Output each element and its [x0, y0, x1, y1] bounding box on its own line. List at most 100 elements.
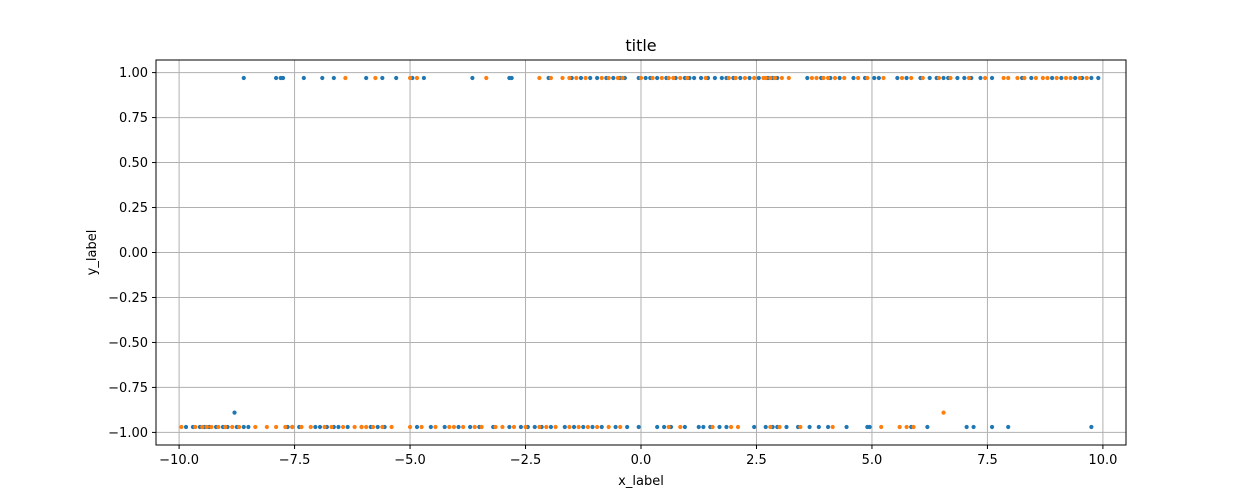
- scatter-point-series-2: [200, 424, 205, 430]
- scatter-point-series-1: [320, 75, 325, 81]
- scatter-point-series-1: [701, 424, 706, 430]
- scatter-point-series-2: [879, 424, 884, 430]
- scatter-point-series-2: [1040, 75, 1045, 81]
- scatter-point-series-2: [678, 75, 683, 81]
- grid: [156, 60, 1126, 445]
- scatter-point-series-1: [964, 424, 969, 430]
- scatter-point-series-2: [414, 75, 420, 81]
- scatter-point-series-1: [509, 75, 514, 81]
- scatter-point-series-2: [620, 75, 625, 81]
- scatter-point-series-1: [962, 75, 967, 81]
- y-tick-label: 0.75: [119, 111, 148, 126]
- scatter-point-series-2: [830, 424, 835, 430]
- scatter-point-series-1: [837, 75, 842, 81]
- scatter-point-series-2: [500, 424, 505, 430]
- scatter-point-series-2: [659, 75, 664, 81]
- scatter-point-series-1: [241, 424, 246, 430]
- scatter-point-series-2: [606, 424, 611, 430]
- scatter-point-series-1: [442, 424, 447, 430]
- scatter-point-series-2: [472, 424, 477, 430]
- y-tick-label: −0.50: [108, 336, 148, 351]
- scatter-point-series-2: [364, 424, 369, 430]
- scatter-point-series-2: [523, 424, 528, 430]
- scatter-point-series-2: [650, 75, 655, 81]
- scatter-point-series-2: [703, 75, 708, 81]
- scatter-point-series-2: [1063, 75, 1069, 81]
- scatter-point-series-1: [1029, 75, 1034, 81]
- scatter-point-series-1: [548, 424, 554, 430]
- scatter-point-series-1: [532, 424, 537, 430]
- scatter-point-series-2: [433, 424, 438, 430]
- x-tick-label: 7.5: [977, 453, 998, 468]
- scatter-point-series-2: [678, 424, 683, 430]
- scatter-point-series-2: [299, 424, 304, 430]
- scatter-point-series-1: [662, 424, 667, 430]
- scatter-point-series-2: [407, 424, 413, 430]
- scatter-point-series-1: [712, 75, 718, 81]
- scatter-point-series-2: [768, 75, 773, 81]
- scatter-point-series-1: [274, 75, 279, 81]
- scatter-point-series-1: [636, 424, 641, 430]
- scatter-point-series-2: [253, 424, 258, 430]
- scatter-point-series-1: [989, 75, 995, 81]
- scatter-point-series-2: [904, 424, 909, 430]
- scatter-point-series-2: [583, 75, 588, 81]
- scatter-point-series-1: [394, 75, 399, 81]
- scatter-point-series-2: [1084, 75, 1089, 81]
- scatter-point-series-1: [876, 75, 881, 81]
- scatter-point-series-2: [1054, 75, 1059, 81]
- scatter-point-series-2: [772, 75, 778, 81]
- x-tick-label: 0.0: [631, 453, 652, 468]
- scatter-point-series-2: [983, 75, 988, 81]
- x-tick-label: −10.0: [159, 453, 199, 468]
- scatter-point-series-1: [682, 424, 687, 430]
- scatter-point-series-2: [671, 75, 676, 81]
- scatter-point-series-2: [666, 424, 671, 430]
- scatter-point-series-2: [264, 424, 269, 430]
- scatter-point-series-1: [895, 75, 900, 81]
- scatter-point-series-1: [470, 75, 475, 81]
- scatter-point-series-2: [322, 424, 327, 430]
- scatter-point-series-1: [643, 75, 648, 81]
- scatter-point-series-1: [738, 75, 743, 81]
- x-tick-label: −7.5: [279, 453, 311, 468]
- scatter-point-series-1: [232, 410, 237, 415]
- scatter-point-series-2: [329, 424, 334, 430]
- scatter-point-series-1: [625, 424, 630, 430]
- scatter-point-series-2: [842, 75, 847, 81]
- scatter-point-series-2: [1068, 75, 1073, 81]
- scatter-point-series-2: [779, 75, 784, 81]
- scatter-point-series-1: [414, 424, 420, 430]
- scatter-point-series-1: [756, 75, 761, 81]
- scatter-point-series-2: [742, 75, 748, 81]
- scatter-point-series-1: [599, 424, 604, 430]
- scatter-point-series-1: [719, 75, 724, 81]
- scatter-point-series-1: [941, 75, 946, 81]
- scatter-point-series-1: [581, 424, 586, 430]
- scatter-point-series-2: [544, 424, 549, 430]
- scatter-point-series-1: [613, 424, 618, 430]
- scatter-point-series-2: [615, 75, 621, 81]
- scatter-point-series-2: [484, 75, 489, 81]
- scatter-point-series-1: [313, 424, 318, 430]
- scatter-point-series-2: [936, 75, 942, 81]
- scatter-point-series-2: [237, 424, 242, 430]
- scatter-point-series-2: [567, 424, 572, 430]
- scatter-point-series-1: [345, 424, 350, 430]
- scatter-point-series-1: [590, 424, 595, 430]
- scatter-point-series-1: [421, 75, 426, 81]
- scatter-point-series-1: [816, 424, 821, 430]
- y-tick-label: −0.75: [108, 381, 148, 396]
- scatter-point-series-1: [825, 424, 831, 430]
- scatter-point-series-2: [560, 75, 565, 81]
- scatter-point-series-2: [728, 424, 734, 430]
- scatter-point-series-2: [193, 424, 198, 430]
- scatter-point-series-2: [537, 424, 542, 430]
- scatter-point-series-1: [280, 75, 286, 81]
- scatter-point-series-2: [204, 424, 209, 430]
- scatter-point-series-2: [419, 424, 424, 430]
- scatter-point-series-2: [223, 424, 228, 430]
- scatter-point-series-1: [468, 424, 473, 430]
- x-tick-label: −2.5: [510, 453, 542, 468]
